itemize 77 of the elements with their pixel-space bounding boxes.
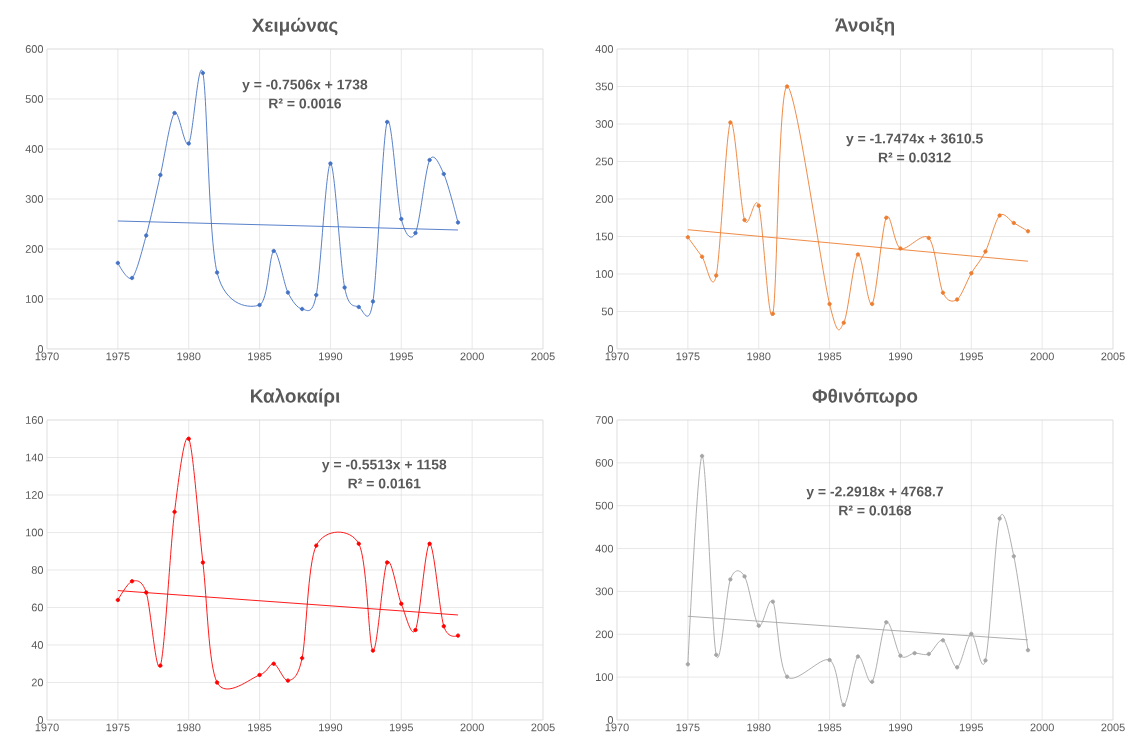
y-tick-label: 600 (25, 45, 44, 53)
x-tick-label: 1980 (177, 352, 201, 361)
x-tick-label: 2000 (1030, 352, 1054, 361)
y-tick-label: 60 (31, 603, 44, 612)
y-tick-label: 0 (37, 716, 44, 724)
y-tick-label: 140 (26, 453, 44, 462)
chart-title: Καλοκαίρι (251, 388, 340, 407)
y-tick-label: 0 (607, 716, 614, 724)
annotation: R² = 0.0168 (839, 505, 912, 516)
x-tick-label: 1980 (747, 723, 771, 732)
y-tick-label: 600 (595, 458, 614, 467)
y-tick-label: 80 (31, 566, 44, 574)
y-tick-label: 0 (607, 345, 614, 353)
x-tick-label: 1985 (248, 723, 272, 732)
x-tick-label: 2000 (1030, 723, 1054, 732)
x-tick-label: 2000 (460, 352, 484, 361)
annotation: R² = 0.0016 (269, 98, 342, 109)
annotation: y = -2.2918x + 4768.7 (806, 486, 943, 500)
annotation: R² = 0.0161 (348, 478, 421, 489)
y-tick-label: 200 (25, 245, 44, 253)
chart-title: Άνοιξη (835, 17, 894, 36)
x-tick-label: 2005 (531, 352, 555, 361)
y-tick-label: 400 (595, 45, 614, 53)
y-tick-label: 300 (595, 120, 614, 128)
x-tick-label: 1985 (818, 723, 842, 732)
x-tick-label: 1990 (889, 352, 913, 361)
x-tick-label: 1995 (389, 723, 414, 732)
x-tick-label: 1970 (35, 723, 59, 732)
y-tick-label: 400 (25, 145, 44, 153)
y-tick-label: 20 (31, 678, 44, 687)
x-tick-label: 2005 (1101, 352, 1125, 361)
x-tick-label: 1970 (605, 352, 629, 361)
x-tick-label: 1975 (106, 723, 130, 732)
x-tick-label: 1985 (248, 352, 272, 361)
annotation: y = -1.7474x + 3610.5 (846, 133, 983, 147)
y-tick-label: 700 (595, 416, 614, 424)
x-tick-label: 2005 (531, 723, 555, 732)
x-tick-label: 1990 (889, 723, 913, 732)
y-tick-label: 400 (595, 544, 614, 553)
x-tick-label: 1975 (676, 723, 700, 732)
y-tick-label: 200 (595, 195, 614, 203)
annotation: y = -0.7506x + 1738 (242, 79, 368, 93)
y-tick-label: 100 (26, 295, 44, 303)
y-tick-label: 100 (596, 673, 614, 682)
y-tick-label: 300 (25, 195, 44, 203)
chart-title: Φθινόπωρο (812, 388, 918, 407)
y-tick-label: 500 (595, 501, 614, 510)
y-tick-label: 0 (37, 345, 44, 353)
x-tick-label: 2005 (1101, 723, 1125, 732)
x-tick-label: 1970 (605, 723, 629, 732)
x-tick-label: 1970 (35, 352, 59, 361)
y-tick-label: 120 (26, 491, 44, 499)
x-tick-label: 1985 (818, 352, 842, 361)
x-tick-label: 1975 (676, 352, 700, 361)
chart-title: Χειμώνας (251, 17, 338, 36)
y-tick-label: 300 (595, 587, 614, 596)
x-tick-label: 1990 (319, 352, 343, 361)
annotation: y = -0.5513x + 1158 (321, 459, 447, 473)
x-tick-label: 1980 (747, 352, 771, 361)
y-tick-label: 150 (596, 232, 614, 241)
x-tick-label: 1975 (106, 352, 130, 361)
y-tick-label: 200 (595, 630, 614, 639)
y-tick-label: 500 (25, 95, 44, 103)
x-tick-label: 1995 (389, 352, 414, 361)
y-tick-label: 160 (26, 416, 44, 424)
y-tick-label: 250 (595, 157, 614, 166)
y-tick-label: 100 (596, 270, 614, 278)
y-tick-label: 40 (31, 641, 44, 649)
y-tick-label: 50 (601, 307, 614, 316)
y-tick-label: 350 (595, 82, 614, 91)
x-tick-label: 1995 (959, 352, 984, 361)
x-tick-label: 1980 (177, 723, 201, 732)
x-tick-label: 2000 (460, 723, 484, 732)
x-tick-label: 1995 (959, 723, 984, 732)
y-tick-label: 100 (26, 528, 44, 537)
annotation: R² = 0.0312 (878, 152, 951, 163)
x-tick-label: 1990 (319, 723, 343, 732)
